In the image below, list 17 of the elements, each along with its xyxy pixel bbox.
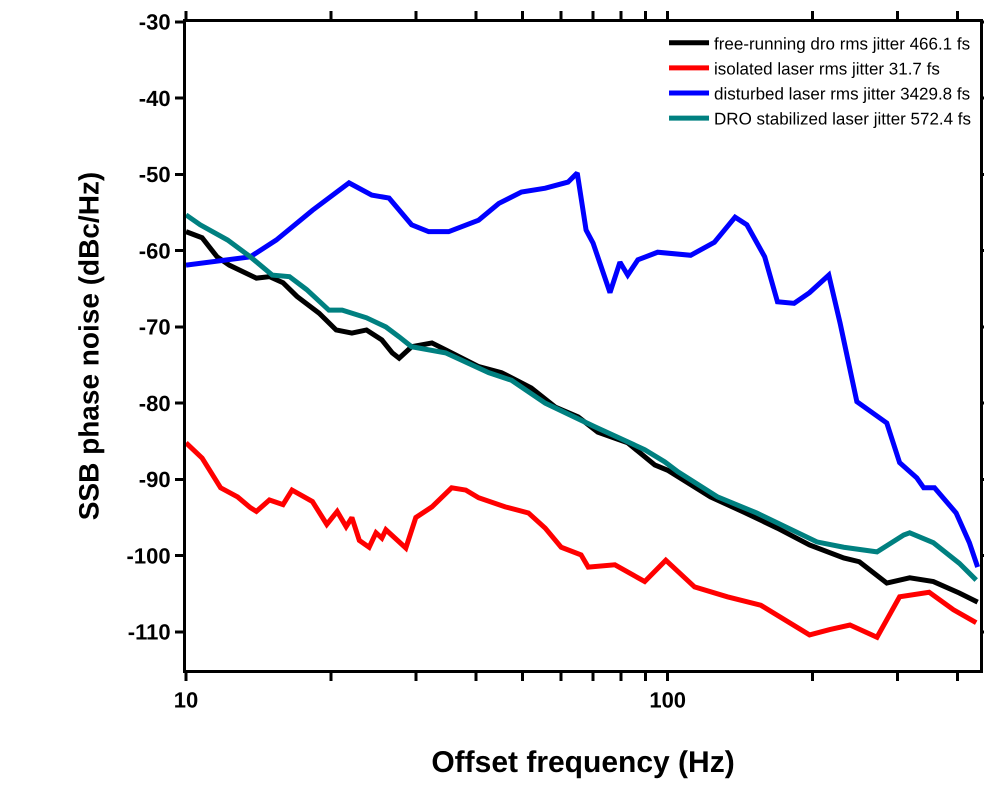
- x-tick-label: 100: [649, 687, 686, 712]
- y-axis-title: SSB phase noise (dBc/Hz): [73, 172, 104, 520]
- y-tick-label: -50: [138, 162, 171, 188]
- x-axis-title: Offset frequency (Hz): [431, 746, 735, 779]
- y-tick-label: -30: [138, 10, 171, 35]
- y-tick-label: -90: [138, 467, 171, 492]
- y-tick-label: -60: [138, 238, 171, 264]
- legend-label: disturbed laser rms jitter 3429.8 fs: [714, 84, 970, 104]
- y-tick-label: -40: [138, 86, 171, 111]
- legend-label: isolated laser rms jitter 31.7 fs: [714, 60, 940, 79]
- legend-label: free-running dro rms jitter 466.1 fs: [714, 34, 970, 54]
- y-tick-label: -110: [128, 620, 171, 645]
- x-tick-label: 10: [174, 687, 198, 712]
- y-tick-label: -80: [138, 390, 171, 416]
- legend-label: DRO stabilized laser jitter 572.4 fs: [714, 110, 972, 129]
- y-tick-label: -70: [138, 314, 171, 340]
- y-tick-label: -100: [126, 543, 171, 568]
